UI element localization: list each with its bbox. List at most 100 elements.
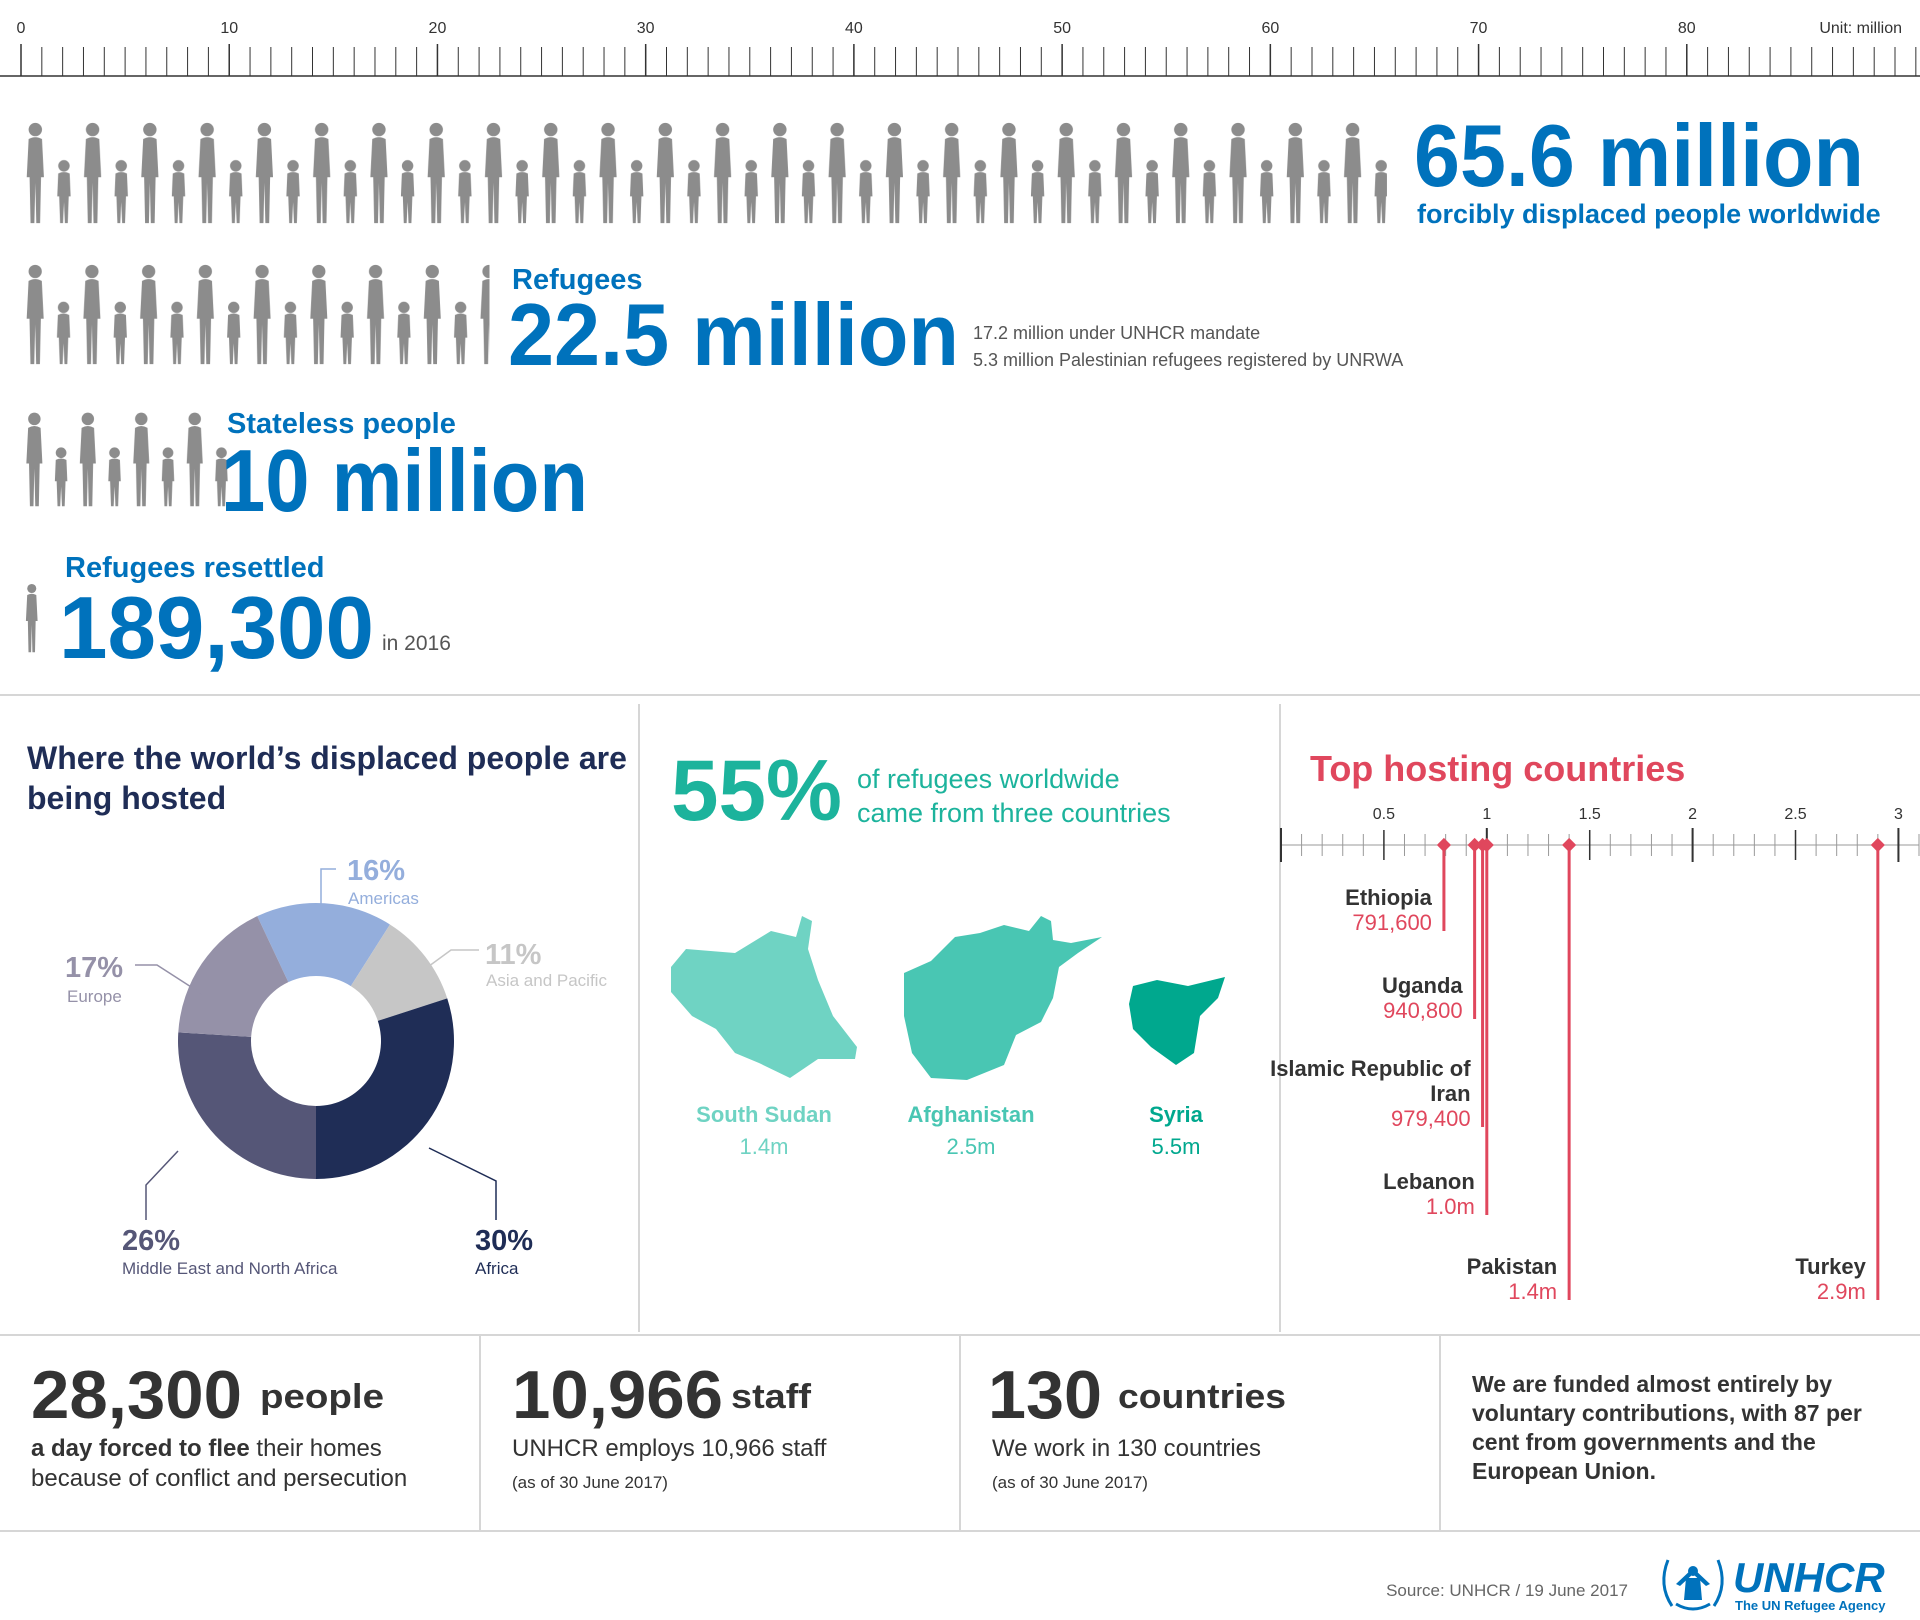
donut-segment xyxy=(257,902,390,987)
fact-text: their homes xyxy=(256,1435,381,1462)
data-label-group: Pakistan 1.4m xyxy=(1467,1254,1558,1304)
country-name: Afghanistan xyxy=(907,1102,1034,1127)
leader-line xyxy=(145,1150,179,1220)
x-tick-label: 70 xyxy=(1470,20,1488,37)
funding-text: voluntary contributions, with 87 per xyxy=(1472,1400,1862,1426)
data-label: 940,800 xyxy=(1383,998,1463,1023)
country-value: 2.5m xyxy=(947,1134,996,1159)
data-label: 2.9m xyxy=(1816,1279,1866,1304)
x-tick-label: 60 xyxy=(1261,20,1279,37)
legend-label: Americas xyxy=(348,889,419,908)
lollipop-marker xyxy=(1870,837,1885,853)
data-label-group: Islamic Republic of Iran 979,400 xyxy=(1261,1056,1471,1131)
x-tick-label: 0 xyxy=(17,20,26,37)
fact-unit: countries xyxy=(1118,1378,1286,1416)
x-tick-label: 40 xyxy=(845,20,863,37)
logo-name: UNHCR xyxy=(1733,1554,1885,1601)
donut-segment xyxy=(316,998,454,1179)
fact-text: because of conflict and persecution xyxy=(31,1465,407,1492)
data-label-group: Ethiopia 791,600 xyxy=(1345,885,1432,935)
data-label: 26% xyxy=(122,1225,180,1257)
share-figure: 55% xyxy=(671,743,842,839)
data-label-group: Turkey 2.9m xyxy=(1795,1254,1866,1304)
donut-segment xyxy=(178,1032,316,1179)
fact-figure: 28,300 xyxy=(31,1357,242,1433)
fact-bold: a day forced to flee xyxy=(31,1435,250,1462)
fact-text: We work in 130 countries xyxy=(992,1435,1261,1462)
fact-text: a day forced to flee their homes xyxy=(31,1435,382,1462)
funding-text: cent from governments and the xyxy=(1472,1429,1816,1455)
lollipop-marker xyxy=(1562,837,1577,853)
category-label: Ethiopia xyxy=(1345,885,1432,910)
chart-title: Where the world’s displaced people are b… xyxy=(27,740,627,816)
lollipop-marker xyxy=(1436,837,1451,853)
map-afghanistan xyxy=(904,916,1102,1080)
data-label: 1.4m xyxy=(1508,1279,1558,1304)
pictogram-row xyxy=(21,120,1387,226)
data-label-group: Uganda 940,800 xyxy=(1382,973,1463,1023)
headline-figure: 189,300 xyxy=(59,578,374,677)
source: Source: UNHCR / 19 June 2017 xyxy=(1386,1581,1628,1600)
share-text: of refugees worldwide xyxy=(857,764,1120,794)
funding-text: European Union. xyxy=(1472,1458,1656,1484)
data-label: 11% xyxy=(485,939,542,971)
lollipop-marker xyxy=(1479,837,1494,853)
legend-label: Europe xyxy=(67,987,122,1006)
x-tick-label: 3 xyxy=(1894,806,1903,823)
category-label: Islamic Republic of Iran xyxy=(1270,1056,1471,1106)
data-label: 30% xyxy=(475,1225,533,1257)
fact-unit: staff xyxy=(731,1378,812,1416)
x-tick-label: 50 xyxy=(1053,20,1071,37)
category-label: Uganda xyxy=(1381,973,1463,998)
funding-text: We are funded almost entirely by xyxy=(1472,1371,1832,1397)
note: 17.2 million under UNHCR mandate xyxy=(973,323,1260,343)
data-label: 16% xyxy=(347,855,405,887)
fact-text: UNHCR employs 10,966 staff xyxy=(512,1435,827,1462)
pictogram-row xyxy=(21,262,490,366)
country-value: 1.4m xyxy=(740,1134,789,1159)
leader-line xyxy=(409,949,479,981)
headline-label: forcibly displaced people worldwide xyxy=(1417,199,1881,229)
note: in 2016 xyxy=(382,632,451,655)
x-tick-label: 0.5 xyxy=(1373,806,1395,823)
pictogram-bar xyxy=(21,582,25,654)
category-label: Turkey xyxy=(1795,1254,1866,1279)
data-label: 791,600 xyxy=(1352,910,1432,935)
pictogram-row xyxy=(21,410,230,508)
pictogram-bar xyxy=(21,262,490,366)
headline-figure: 22.5 million xyxy=(508,285,959,384)
pictogram-bar xyxy=(21,120,1387,226)
data-label-group: Lebanon 1.0m xyxy=(1383,1169,1475,1219)
legend-label: Asia and Pacific xyxy=(486,971,607,990)
fact-figure: 10,966 xyxy=(512,1357,723,1433)
x-tick-label: 80 xyxy=(1678,20,1696,37)
lollipop-marker xyxy=(1467,837,1482,853)
headline-figure: 65.6 million xyxy=(1414,106,1864,205)
legend-label: Middle East and North Africa xyxy=(122,1259,338,1278)
map-south-sudan xyxy=(671,916,857,1078)
note: 5.3 million Palestinian refugees registe… xyxy=(973,350,1403,370)
headline-label: Refugees resettled xyxy=(65,552,325,584)
x-tick-label: 30 xyxy=(637,20,655,37)
logo-emblem xyxy=(1662,1559,1724,1611)
data-label: 1.0m xyxy=(1425,1194,1475,1219)
leader-line xyxy=(428,1147,497,1220)
x-tick-label: 2.5 xyxy=(1784,806,1806,823)
country-value: 5.5m xyxy=(1152,1134,1201,1159)
headline-label: Stateless people xyxy=(227,408,456,440)
category-label: Pakistan xyxy=(1466,1254,1558,1279)
legend-label: Africa xyxy=(475,1259,519,1278)
share-text: came from three countries xyxy=(857,798,1171,828)
figure-icon xyxy=(25,583,38,653)
donut-segment xyxy=(350,924,448,1021)
pictogram-bar xyxy=(21,410,230,508)
headline-label: Refugees xyxy=(512,264,643,296)
x-tick-label: 1.5 xyxy=(1579,806,1601,823)
leader-line xyxy=(320,868,336,921)
fact-unit: people xyxy=(260,1378,384,1416)
pictogram-row xyxy=(21,582,25,654)
chart-title: Top hosting countries xyxy=(1310,748,1685,789)
country-name: Syria xyxy=(1149,1102,1204,1127)
